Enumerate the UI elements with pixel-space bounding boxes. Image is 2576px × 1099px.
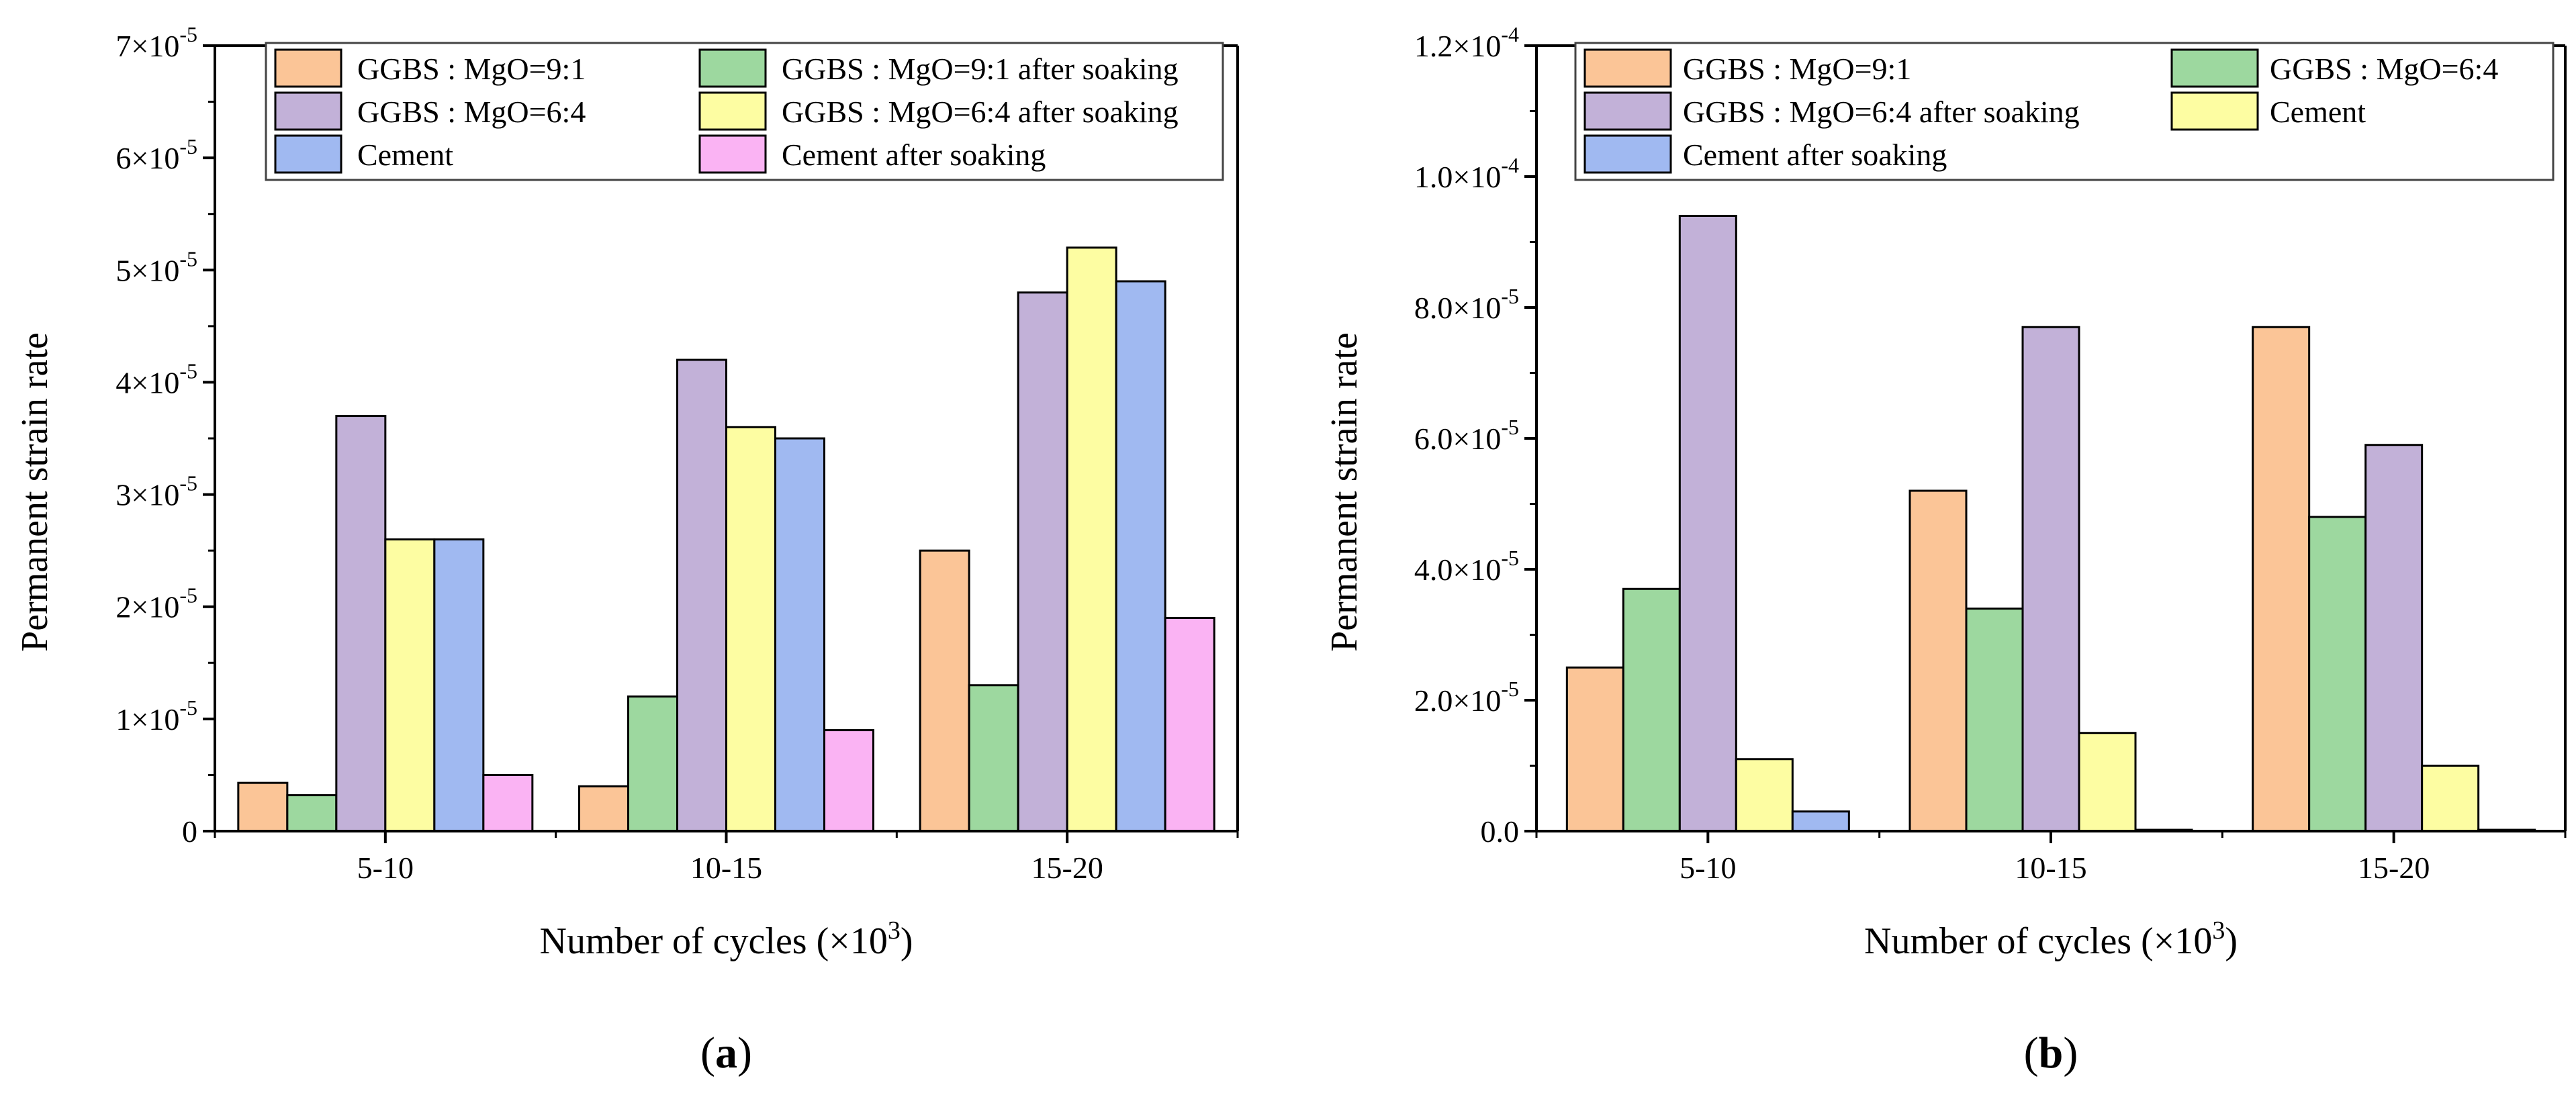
bar-b-s3-c2 [2421, 765, 2480, 832]
legend-swatch [274, 48, 342, 88]
y-tick-label: 1.0×10-4 [1414, 153, 1519, 194]
legend-swatch [698, 91, 767, 131]
bar-b-s2-c0 [1678, 215, 1737, 832]
bar-a-s1-c0 [286, 794, 338, 832]
legend-label: Cement after soaking [1683, 138, 1947, 172]
legend-swatch [1583, 91, 1672, 131]
y-tick-label: 1×10-5 [116, 696, 197, 736]
y-tick-label: 0.0 [1481, 814, 1520, 849]
legend-label: Cement [2270, 95, 2366, 129]
bar-a-s0-c0 [237, 781, 289, 832]
bar-a-s0-c1 [578, 785, 629, 832]
x-tick-label: 15-20 [1031, 851, 1103, 885]
x-tick-label: 10-15 [2015, 851, 2086, 885]
y-tick-label: 4×10-5 [116, 359, 197, 399]
legend-label: Cement after soaking [782, 138, 1046, 172]
x-axis-title: Number of cycles (×103) [540, 916, 913, 962]
y-tick-label: 2.0×10-5 [1414, 677, 1519, 718]
bar-a-s3-c1 [725, 426, 776, 832]
bar-a-s2-c1 [676, 359, 727, 832]
legend-swatch [698, 48, 767, 88]
y-tick-label: 5×10-5 [116, 246, 197, 287]
bar-b-s3-c0 [1735, 758, 1794, 832]
y-tick-label: 3×10-5 [116, 471, 197, 512]
legend-swatch [1583, 134, 1672, 174]
legend-box [1574, 42, 2555, 181]
bar-b-s0-c2 [2252, 326, 2311, 832]
legend-swatch [1583, 48, 1672, 88]
x-tick-label: 5-10 [1680, 851, 1736, 885]
y-tick-label: 2×10-5 [116, 583, 197, 624]
legend-label: GGBS : MgO=6:4 [357, 95, 586, 129]
bar-a-s3-c2 [1066, 246, 1117, 832]
y-tick-label: 6.0×10-5 [1414, 415, 1519, 456]
bar-b-s2-c1 [2021, 326, 2080, 832]
chart-panel-b: 0.0 2.0×10-5 4.0×10-5 6.0×10-5 8.0×10-5 1.0×1… [1324, 22, 2567, 1078]
bar-b-s1-c0 [1622, 587, 1681, 832]
y-axis-title: Permanent strain rate [14, 332, 56, 652]
legend-swatch [2170, 48, 2259, 88]
x-tick-label: 15-20 [2358, 851, 2430, 885]
bar-a-s5-c0 [482, 773, 534, 832]
legend-swatch [698, 134, 767, 174]
legend-label: GGBS : MgO=6:4 after soaking [782, 95, 1179, 129]
y-tick-label: 7×10-5 [116, 22, 197, 63]
legend-label: GGBS : MgO=9:1 [1683, 52, 1911, 86]
legend-label: GGBS : MgO=9:1 after soaking [782, 52, 1179, 86]
panel-label: (b) [2024, 1029, 2078, 1078]
legend-swatch [274, 91, 342, 131]
legend-label: GGBS : MgO=6:4 [2270, 52, 2498, 86]
x-tick-label: 5-10 [357, 851, 414, 885]
panel-label: (a) [700, 1029, 752, 1078]
bar-a-s5-c2 [1164, 616, 1215, 832]
legend-label: Cement [357, 138, 453, 172]
y-axis-title: Permanent strain rate [1324, 332, 1365, 652]
bar-a-s2-c0 [335, 415, 387, 832]
y-tick-label: 0 [182, 814, 197, 849]
bar-b-s4-c0 [1791, 810, 1850, 832]
y-tick-label: 4.0×10-5 [1414, 546, 1519, 587]
y-tick-label: 8.0×10-5 [1414, 284, 1519, 325]
bar-a-s4-c1 [774, 437, 825, 832]
bar-a-s1-c2 [968, 684, 1019, 832]
bar-b-s2-c2 [2364, 444, 2424, 832]
bar-a-s4-c2 [1115, 280, 1166, 832]
x-axis-title: Number of cycles (×103) [1864, 916, 2238, 962]
legend-label: GGBS : MgO=9:1 [357, 52, 586, 86]
bar-a-s1-c1 [627, 695, 678, 832]
bar-b-s1-c2 [2308, 516, 2367, 832]
bar-a-s0-c2 [919, 549, 970, 832]
chart-panel-a: 0 1×10-5 2×10-5 3×10-5 4×10-5 5×10-5 6×10-5 7×1… [14, 22, 1239, 1078]
legend-label: GGBS : MgO=6:4 after soaking [1683, 95, 2080, 129]
bar-b-s0-c1 [1908, 489, 1968, 832]
y-tick-label: 1.2×10-4 [1414, 22, 1519, 63]
bar-a-s2-c2 [1017, 291, 1068, 832]
legend-swatch [274, 134, 342, 174]
bar-b-s1-c1 [1965, 608, 2024, 832]
bar-a-s5-c1 [823, 729, 874, 832]
legend-swatch [2170, 91, 2259, 131]
x-tick-label: 10-15 [690, 851, 762, 885]
bar-b-s0-c0 [1565, 666, 1624, 832]
bar-b-s3-c1 [2078, 732, 2137, 832]
bar-a-s4-c0 [433, 538, 485, 832]
y-tick-label: 6×10-5 [116, 134, 197, 175]
bar-a-s3-c0 [384, 538, 436, 832]
